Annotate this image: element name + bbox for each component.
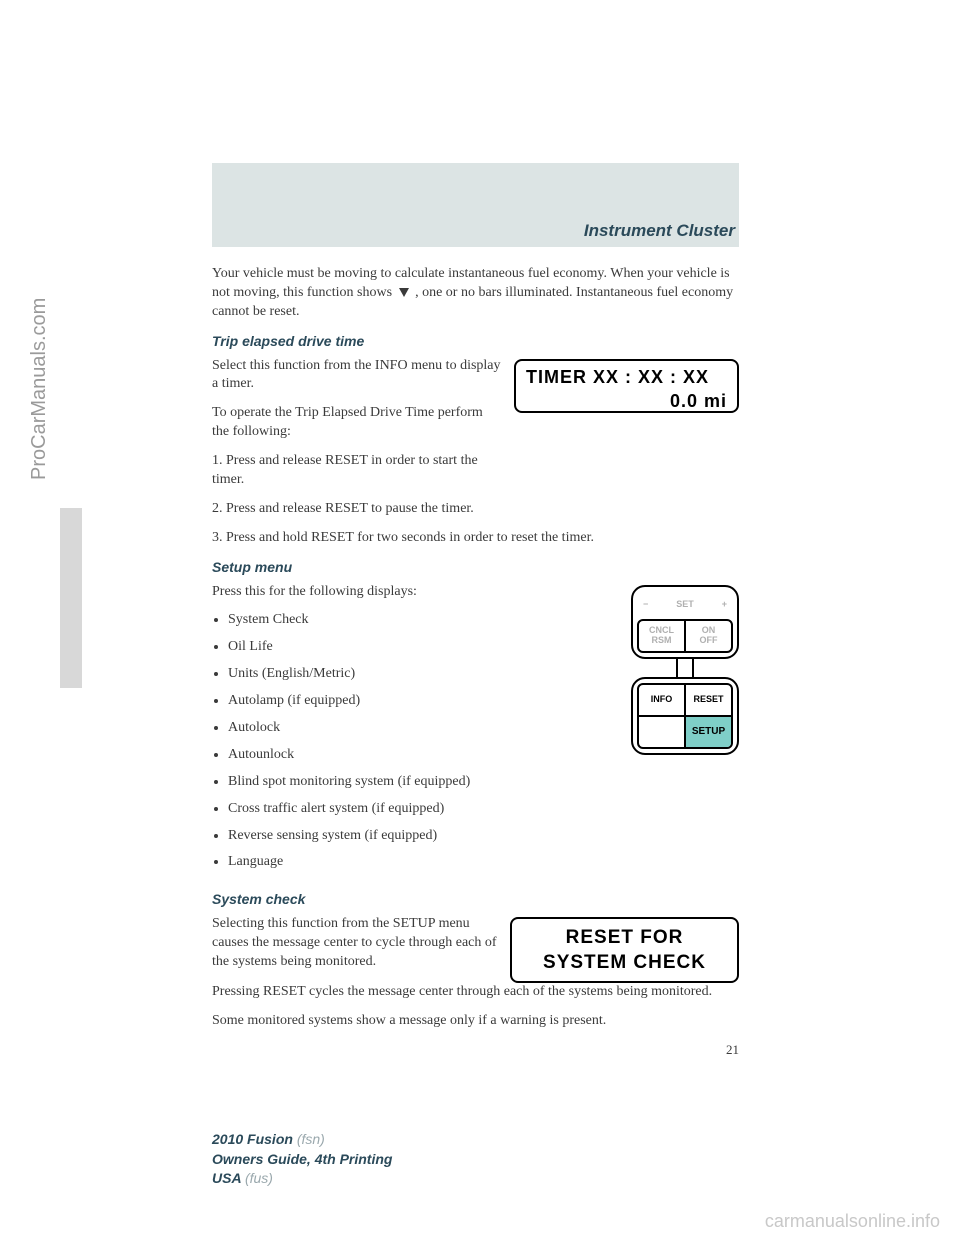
watermark-left: ProCarManuals.com: [28, 298, 51, 480]
heading-setup-menu: Setup menu: [212, 558, 739, 577]
row-setup: Press this for the following displays: S…: [212, 583, 739, 881]
keypad-illustration: − SET + CNCLRSM ONOFF: [631, 585, 739, 755]
list-item: Blind spot monitoring system (if equippe…: [228, 773, 619, 792]
list-item: Autolamp (if equipped): [228, 692, 619, 711]
setup-bullets: System Check Oil Life Units (English/Met…: [212, 611, 619, 872]
footer-guide: Owners Guide, 4th Printing: [212, 1150, 392, 1170]
system-check-display: RESET FOR SYSTEM CHECK: [510, 917, 739, 983]
syscheck-line2: SYSTEM CHECK: [512, 950, 737, 976]
trip-step1: 1. Press and release RESET in order to s…: [212, 452, 502, 490]
list-item: Cross traffic alert system (if equipped): [228, 800, 619, 819]
keypad-connector: [676, 659, 694, 677]
keypad-top-group: − SET + CNCLRSM ONOFF: [631, 585, 739, 659]
list-item: Autolock: [228, 719, 619, 738]
footer: 2010 Fusion (fsn) Owners Guide, 4th Prin…: [212, 1130, 392, 1189]
syscheck-p1: Selecting this function from the SETUP m…: [212, 915, 498, 972]
watermark-bottom: carmanualsonline.info: [765, 1211, 940, 1232]
list-item: Oil Life: [228, 638, 619, 657]
list-item: System Check: [228, 611, 619, 630]
cncl-rsm-cell: CNCLRSM: [639, 621, 684, 651]
keypad-row: SETUP: [639, 715, 731, 747]
footer-region-name: USA: [212, 1170, 241, 1186]
keypad-cncl-group: CNCLRSM ONOFF: [637, 619, 733, 653]
chapter-title: Instrument Cluster: [212, 220, 739, 243]
heading-system-check: System check: [212, 890, 739, 909]
blank-cell: [639, 717, 684, 747]
syscheck-text-col: Selecting this function from the SETUP m…: [212, 915, 498, 982]
keypad-row: CNCLRSM ONOFF: [639, 621, 731, 651]
page-content: Instrument Cluster Your vehicle must be …: [212, 220, 739, 1059]
timer-line2: 0.0 mi: [526, 389, 727, 413]
footer-model-name: 2010 Fusion: [212, 1131, 293, 1147]
list-item: Reverse sensing system (if equipped): [228, 827, 619, 846]
syscheck-p2: Pressing RESET cycles the message center…: [212, 983, 739, 1002]
minus-icon: −: [643, 598, 648, 610]
cncl-label: CNCLRSM: [649, 626, 674, 646]
row-system-check: Selecting this function from the SETUP m…: [212, 915, 739, 983]
footer-model: 2010 Fusion (fsn): [212, 1130, 392, 1150]
trip-p2: To operate the Trip Elapsed Drive Time p…: [212, 404, 502, 442]
footer-region-code: (fus): [245, 1170, 273, 1186]
intro-paragraph: Your vehicle must be moving to calculate…: [212, 265, 739, 322]
setup-intro: Press this for the following displays:: [212, 583, 619, 602]
footer-region: USA (fus): [212, 1169, 392, 1189]
on-off-cell: ONOFF: [684, 621, 731, 651]
syscheck-p3: Some monitored systems show a message on…: [212, 1012, 739, 1031]
info-cell: INFO: [639, 685, 684, 715]
trip-text-col: Select this function from the INFO menu …: [212, 357, 502, 500]
on-off-label: ONOFF: [700, 626, 718, 646]
syscheck-line1: RESET FOR: [512, 925, 737, 951]
keypad-row: INFO RESET: [639, 685, 731, 715]
timer-display: TIMER XX : XX : XX 0.0 mi: [514, 359, 739, 413]
setup-cell: SETUP: [684, 717, 731, 747]
heading-trip-time: Trip elapsed drive time: [212, 332, 739, 351]
down-arrow-icon: [399, 288, 409, 297]
keypad-info-group: INFO RESET SETUP: [637, 683, 733, 749]
trip-step3: 3. Press and hold RESET for two seconds …: [212, 529, 739, 548]
trip-step2: 2. Press and release RESET to pause the …: [212, 500, 739, 519]
trip-p1: Select this function from the INFO menu …: [212, 357, 502, 395]
page-number: 21: [212, 1041, 739, 1059]
setup-text-col: Press this for the following displays: S…: [212, 583, 619, 881]
keypad-set-row: − SET +: [637, 591, 733, 619]
plus-icon: +: [722, 598, 727, 610]
list-item: Autounlock: [228, 746, 619, 765]
row-trip-time: Select this function from the INFO menu …: [212, 357, 739, 500]
list-item: Language: [228, 853, 619, 872]
list-item: Units (English/Metric): [228, 665, 619, 684]
keypad-bottom-group: INFO RESET SETUP: [631, 677, 739, 755]
set-label: SET: [676, 598, 694, 610]
footer-model-code: (fsn): [297, 1131, 325, 1147]
timer-line1: TIMER XX : XX : XX: [526, 365, 727, 389]
reset-cell: RESET: [684, 685, 731, 715]
sidebar-gray-bar: [60, 508, 82, 688]
